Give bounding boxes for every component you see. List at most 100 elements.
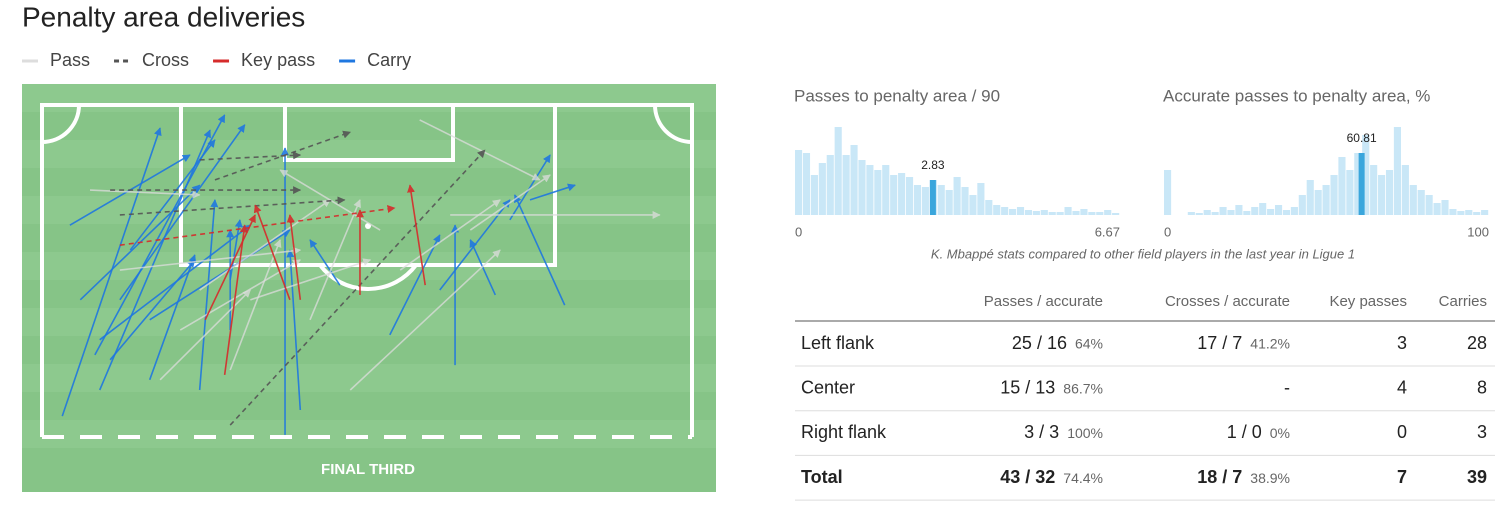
histogram-bar [1330, 175, 1338, 215]
histogram-bar [898, 173, 906, 215]
column-header: Key passes [1329, 293, 1407, 310]
histogram-bar [977, 183, 985, 215]
delivery-arrow [214, 130, 352, 181]
cell-pct: 100% [1067, 425, 1103, 441]
histogram-bar [1346, 170, 1354, 215]
histogram-bar [1354, 153, 1362, 215]
histogram-bar [1306, 180, 1314, 215]
legend-label: Carry [367, 50, 411, 70]
histogram-bar [1473, 212, 1481, 215]
cell-value: 1 / 0 [1227, 422, 1262, 442]
histogram-bar [1243, 211, 1251, 215]
delivery-arrow [229, 239, 282, 371]
delivery-arrow [119, 124, 246, 301]
histogram-bar [890, 175, 898, 215]
histogram-bar [1314, 190, 1322, 215]
histogram-bar [1056, 212, 1064, 215]
histogram-bar [1449, 209, 1457, 215]
row-label: Left flank [801, 333, 875, 353]
histogram-bar [1409, 185, 1417, 215]
histogram-bar [818, 163, 826, 215]
cell-pct: 86.7% [1063, 380, 1103, 396]
delivery-arrow [204, 214, 256, 321]
delivery-arrow [148, 254, 197, 381]
histogram-bar [1282, 210, 1291, 215]
delivery-arrow [119, 196, 346, 216]
histogram-bar [858, 160, 866, 215]
histogram-bar [850, 145, 858, 215]
cell-pct: 74.4% [1063, 470, 1103, 486]
delivery-arrow [199, 199, 331, 291]
histogram-bar [1104, 210, 1112, 215]
column-header: Crosses / accurate [1165, 293, 1290, 310]
histogram-bar [1433, 203, 1441, 215]
row-label: Right flank [801, 422, 887, 442]
histogram-bar [1016, 207, 1025, 215]
cell-pct: 64% [1075, 336, 1103, 352]
highlight-label: 60.81 [1347, 131, 1377, 145]
histogram-bar [834, 127, 842, 215]
histogram-bar [1338, 157, 1346, 215]
delivery-arrow [469, 174, 551, 231]
histogram-bar [1227, 210, 1235, 215]
cell-pct: 0% [1270, 425, 1290, 441]
highlight-label: 2.83 [921, 158, 945, 172]
histogram-bar [1385, 170, 1394, 215]
cell-value: 28 [1467, 333, 1487, 353]
x-tick-label: 100 [1467, 224, 1489, 239]
histogram-bar [1457, 211, 1465, 215]
histogram-bar [1064, 207, 1072, 215]
cell-value: 15 / 13 [1000, 377, 1055, 397]
histogram-bar [1187, 212, 1195, 215]
highlight-bar [1358, 153, 1365, 215]
histogram-bar [1322, 185, 1330, 215]
delivery-arrow [119, 205, 396, 246]
delivery-arrow [529, 183, 576, 201]
delivery-arrow [407, 184, 427, 286]
x-tick-label: 6.67 [1095, 224, 1120, 239]
delivery-arrow [223, 224, 248, 376]
histogram-bar [1024, 210, 1033, 215]
pitch [22, 84, 716, 492]
histogram-bar [1195, 213, 1203, 215]
delivery-arrow [286, 214, 302, 300]
cell-value: 7 [1397, 467, 1407, 487]
delivery-arrow [149, 229, 291, 321]
cell-value: 39 [1467, 467, 1487, 487]
histogram-bar [842, 155, 850, 215]
cell-value: 4 [1397, 377, 1407, 397]
delivery-arrow [119, 246, 302, 271]
histogram-bar [826, 155, 834, 215]
histogram-bar [1001, 207, 1009, 215]
histogram-title: Passes to penalty area / 90 [794, 86, 1000, 105]
histogram-bar [1370, 165, 1378, 215]
histogram-bar [961, 187, 969, 215]
delivery-arrow [98, 129, 211, 391]
histogram-bar [937, 185, 945, 215]
delivery-arrow [253, 204, 291, 301]
histogram-bar [802, 153, 811, 215]
histogram-bar [1362, 135, 1370, 215]
histogram-bar [1393, 127, 1402, 215]
cell-value: 0 [1397, 422, 1407, 442]
cell-value: 17 / 7 [1197, 333, 1242, 353]
delivery-arrow [159, 289, 251, 381]
delivery-arrow [309, 239, 341, 286]
histogram-bar [1080, 209, 1088, 215]
histogram-bar [882, 165, 890, 215]
histogram-bar [810, 175, 818, 215]
histogram-bar [953, 177, 961, 215]
delivery-arrow [61, 127, 162, 417]
histogram-bar [905, 177, 914, 215]
histogram-bar [1088, 212, 1096, 215]
x-tick-label: 0 [795, 224, 802, 239]
column-header: Carries [1439, 293, 1487, 310]
histogram-bar [1251, 207, 1259, 215]
histogram-bar [1274, 205, 1283, 215]
histogram-bar [1298, 195, 1306, 215]
histogram-bar [866, 165, 874, 215]
histogram-bar [985, 200, 993, 215]
histogram-bar [1378, 175, 1386, 215]
